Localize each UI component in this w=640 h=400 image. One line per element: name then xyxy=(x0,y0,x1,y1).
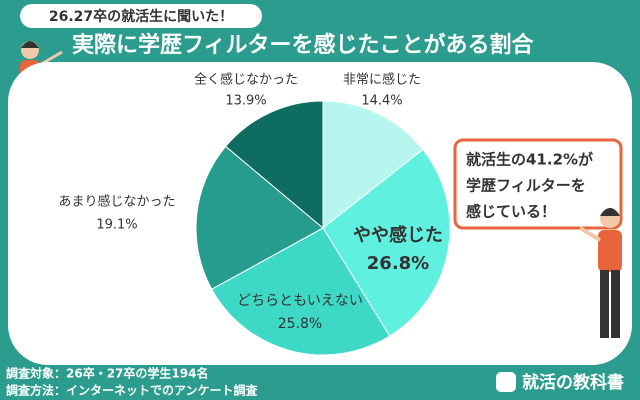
tag-banner xyxy=(20,4,262,28)
callout-box xyxy=(453,138,623,230)
footnote: 調査対象：26卒・27卒の学生194名 xyxy=(6,366,208,381)
callout-line: 就活生の41.2%が xyxy=(466,151,594,169)
slice-label: 非常に感じた xyxy=(343,72,421,88)
tag-text: 26.27卒の就活生に聞いた！ xyxy=(49,8,233,25)
pie-slice xyxy=(322,148,451,337)
pie-slice xyxy=(322,100,424,230)
logo-icon xyxy=(496,372,516,392)
callout-line: 感じている！ xyxy=(466,203,556,221)
title: 実際に学歴フィルターを感じたことがある割合 xyxy=(72,32,535,58)
person-right xyxy=(578,208,622,338)
slice-value: 13.9% xyxy=(225,94,266,109)
pie-slice xyxy=(224,100,324,230)
logo: 就活の教科書 xyxy=(522,372,624,393)
slice-value: 19.1% xyxy=(96,218,137,233)
pie-slice xyxy=(195,145,324,290)
slice-value: 25.8% xyxy=(278,316,322,332)
callout-line: 学歴フィルターを xyxy=(466,177,586,195)
slice-value: 26.8% xyxy=(367,253,429,274)
slice-label: やや感じた xyxy=(353,224,443,246)
pie-chart: 非常に感じた 14.4% やや感じた 26.8% どちらともいえない 25.8% あまり感じ… xyxy=(58,72,451,356)
slice-label: 全く感じなかった xyxy=(194,72,298,88)
slice-label: あまり感じなかった xyxy=(58,194,175,210)
footnote: 調査方法：インターネットでのアンケート調査 xyxy=(6,383,259,398)
slice-label: どちらともいえない xyxy=(237,293,363,309)
pie-slice xyxy=(211,227,391,356)
slice-value: 14.4% xyxy=(361,94,402,109)
